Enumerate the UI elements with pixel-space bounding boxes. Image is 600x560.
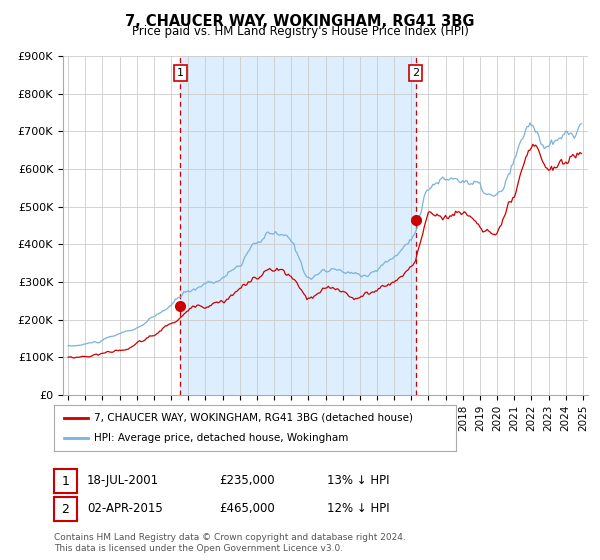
- Text: 2: 2: [61, 502, 70, 516]
- Text: 1: 1: [177, 68, 184, 78]
- Text: 7, CHAUCER WAY, WOKINGHAM, RG41 3BG (detached house): 7, CHAUCER WAY, WOKINGHAM, RG41 3BG (det…: [94, 413, 413, 423]
- Text: 18-JUL-2001: 18-JUL-2001: [87, 474, 159, 487]
- Text: 1: 1: [61, 474, 70, 488]
- Text: £235,000: £235,000: [219, 474, 275, 487]
- Text: 7, CHAUCER WAY, WOKINGHAM, RG41 3BG: 7, CHAUCER WAY, WOKINGHAM, RG41 3BG: [125, 14, 475, 29]
- Text: £465,000: £465,000: [219, 502, 275, 515]
- Text: 12% ↓ HPI: 12% ↓ HPI: [327, 502, 389, 515]
- Bar: [181, 56, 416, 395]
- Text: HPI: Average price, detached house, Wokingham: HPI: Average price, detached house, Woki…: [94, 433, 349, 443]
- Text: Price paid vs. HM Land Registry's House Price Index (HPI): Price paid vs. HM Land Registry's House …: [131, 25, 469, 38]
- Text: 2: 2: [412, 68, 419, 78]
- Text: 13% ↓ HPI: 13% ↓ HPI: [327, 474, 389, 487]
- Text: 02-APR-2015: 02-APR-2015: [87, 502, 163, 515]
- Text: Contains HM Land Registry data © Crown copyright and database right 2024.
This d: Contains HM Land Registry data © Crown c…: [54, 533, 406, 553]
